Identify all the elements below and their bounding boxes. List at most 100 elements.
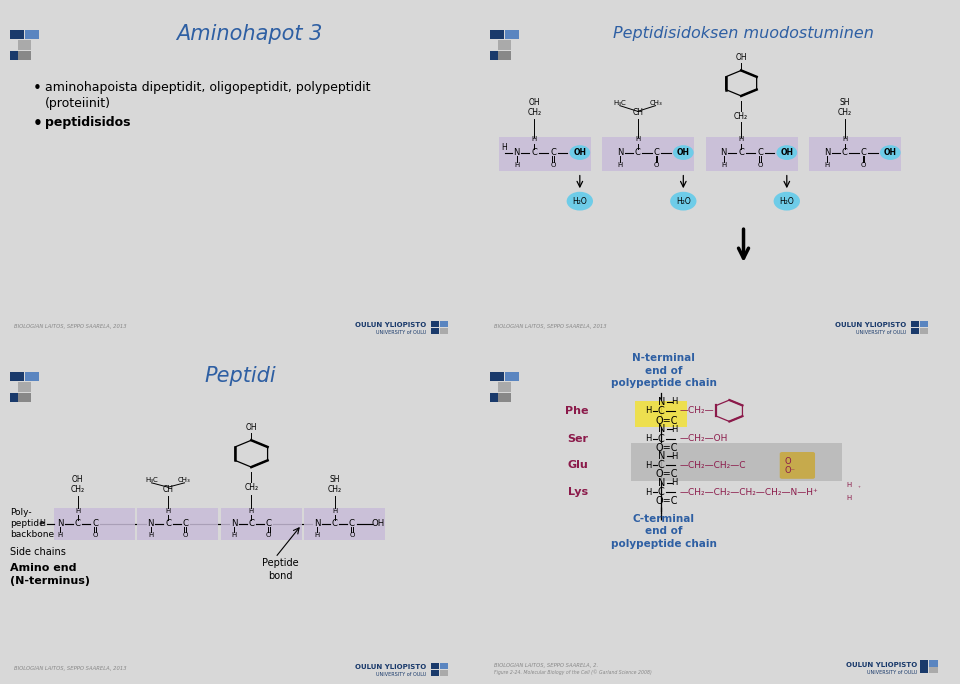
Text: (proteiinit): (proteiinit)	[45, 97, 110, 110]
Text: H: H	[636, 136, 640, 142]
Bar	[506, 371, 518, 381]
Text: H₂O: H₂O	[780, 197, 794, 206]
Bar	[929, 661, 938, 666]
Text: UNIVERSITY of OULU: UNIVERSITY of OULU	[375, 330, 426, 335]
Bar	[440, 321, 448, 327]
Bar	[920, 321, 928, 327]
Bar	[910, 328, 919, 334]
Bar	[498, 393, 512, 402]
Text: CH: CH	[162, 485, 174, 494]
Text: N: N	[230, 519, 237, 529]
Text: —CH₂—CH₂—CH₂—CH₂—N—H⁺: —CH₂—CH₂—CH₂—CH₂—N—H⁺	[679, 488, 818, 497]
Bar	[920, 328, 928, 334]
Text: Glu: Glu	[567, 460, 588, 471]
Text: O: O	[654, 162, 660, 168]
Bar	[920, 661, 928, 666]
Text: Peptide
bond: Peptide bond	[262, 558, 299, 581]
Circle shape	[670, 192, 697, 211]
Text: peptidisidos: peptidisidos	[45, 116, 131, 129]
Bar	[430, 663, 439, 669]
Text: N-terminal
end of
polypeptide chain: N-terminal end of polypeptide chain	[611, 353, 716, 388]
Bar	[491, 29, 504, 39]
Text: SH: SH	[329, 475, 340, 484]
Bar	[11, 29, 24, 39]
Text: H: H	[165, 508, 171, 514]
Bar	[430, 328, 439, 334]
Bar	[54, 508, 135, 540]
Text: H: H	[645, 406, 651, 415]
Circle shape	[673, 145, 694, 160]
Text: N: N	[658, 478, 665, 488]
Text: H: H	[231, 531, 236, 538]
Text: C: C	[249, 519, 254, 529]
Text: C: C	[165, 519, 171, 529]
Text: OH: OH	[735, 53, 747, 62]
Bar	[498, 382, 512, 392]
Text: SH: SH	[839, 98, 850, 107]
Text: C: C	[658, 434, 664, 444]
Text: aminohapoista dipeptidit, oligopeptidit, polypeptidit: aminohapoista dipeptidit, oligopeptidit,…	[45, 81, 371, 94]
Bar	[603, 137, 694, 171]
Text: C: C	[842, 148, 848, 157]
Text: C: C	[757, 148, 763, 157]
Text: H: H	[645, 434, 651, 443]
Bar	[706, 137, 798, 171]
Text: CH₂: CH₂	[527, 107, 541, 117]
Text: —CH₂—OH: —CH₂—OH	[679, 434, 728, 443]
Text: Amino end
(N-terminus): Amino end (N-terminus)	[11, 564, 90, 586]
Bar	[18, 382, 32, 392]
Bar	[304, 508, 385, 540]
Bar	[506, 29, 518, 39]
Text: Phe: Phe	[564, 406, 588, 416]
Text: N: N	[514, 148, 520, 157]
Text: N: N	[57, 519, 63, 529]
Text: BIOLOGIAN LAITOS, SEPPO SAARELA, 2013: BIOLOGIAN LAITOS, SEPPO SAARELA, 2013	[14, 324, 127, 328]
Text: H: H	[315, 531, 320, 538]
Text: H: H	[721, 162, 727, 168]
Text: H: H	[75, 508, 81, 514]
Text: O: O	[266, 531, 272, 538]
Text: C: C	[266, 519, 272, 529]
Text: H: H	[645, 461, 651, 470]
Text: H: H	[532, 136, 537, 142]
Text: CH₂: CH₂	[837, 107, 852, 117]
Text: H: H	[842, 136, 848, 142]
Text: N: N	[617, 148, 623, 157]
Text: O⁻: O⁻	[784, 466, 796, 475]
Text: Figure 2-24. Molecular Biology of the Cell (© Garland Science 2008): Figure 2-24. Molecular Biology of the Ce…	[494, 669, 652, 674]
Text: OH: OH	[780, 148, 793, 157]
Text: C: C	[550, 148, 556, 157]
Text: H: H	[671, 478, 678, 487]
Text: H: H	[332, 508, 337, 514]
Bar	[11, 371, 24, 381]
Text: CH₃: CH₃	[179, 477, 191, 483]
Bar	[920, 667, 928, 673]
Text: Peptidisidoksen muodostuminen: Peptidisidoksen muodostuminen	[613, 26, 874, 41]
Circle shape	[566, 192, 593, 211]
Text: C: C	[658, 487, 664, 497]
Text: CH₂: CH₂	[734, 111, 748, 120]
Text: C: C	[531, 148, 538, 157]
Text: Peptidi: Peptidi	[204, 365, 276, 386]
Bar	[137, 508, 218, 540]
Text: H₃C: H₃C	[613, 100, 626, 105]
Text: H: H	[645, 488, 651, 497]
Text: O: O	[757, 162, 762, 168]
Text: N: N	[721, 148, 727, 157]
Bar	[491, 51, 504, 60]
Text: Aminohapot 3: Aminohapot 3	[177, 23, 323, 44]
Text: Lys: Lys	[568, 487, 588, 497]
Bar	[26, 29, 38, 39]
Text: OH: OH	[372, 519, 385, 529]
Text: CH₂: CH₂	[327, 485, 342, 494]
Text: C-terminal
end of
polypeptide chain: C-terminal end of polypeptide chain	[611, 514, 716, 549]
Text: N: N	[314, 519, 321, 529]
Text: C: C	[658, 460, 664, 471]
Text: N: N	[658, 451, 665, 461]
Bar	[440, 663, 448, 669]
Text: O: O	[92, 531, 98, 538]
Text: O=C: O=C	[656, 443, 678, 453]
Text: H: H	[847, 482, 852, 488]
Text: O: O	[784, 457, 791, 466]
Text: O: O	[349, 531, 354, 538]
